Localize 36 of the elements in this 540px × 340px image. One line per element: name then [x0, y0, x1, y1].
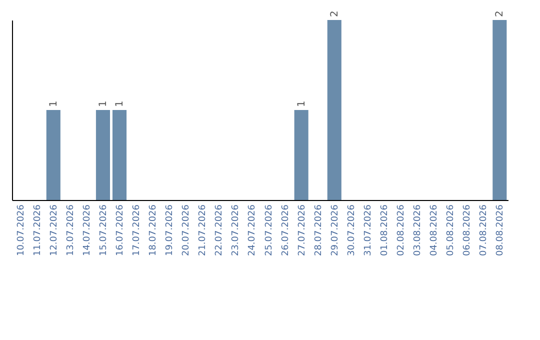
x-tick-label: 22.07.2026	[214, 204, 225, 256]
x-tick-label: 19.07.2026	[165, 204, 176, 256]
data-label: 1	[98, 100, 109, 107]
x-tick-label: 12.07.2026	[49, 204, 60, 256]
x-tick-label: 11.07.2026	[32, 204, 43, 256]
x-tick-label: 06.08.2026	[462, 204, 473, 256]
x-tick-label: 10.07.2026	[16, 204, 26, 256]
data-label: 2	[329, 10, 340, 17]
x-tick-label: 15.07.2026	[98, 204, 109, 256]
x-tick-label: 23.07.2026	[231, 204, 242, 256]
x-tick-label: 24.07.2026	[248, 204, 258, 256]
x-tick-label: 26.07.2026	[280, 204, 291, 256]
x-tick-label: 25.07.2026	[264, 204, 274, 256]
x-tick-label: 14.07.2026	[82, 204, 92, 256]
x-tick-label: 03.08.2026	[413, 204, 424, 256]
x-tick-label: 18.07.2026	[148, 204, 159, 256]
x-tick-label: 31.07.2026	[363, 204, 374, 256]
x-tick-label: 29.07.2026	[330, 204, 340, 256]
x-tick-label: 04.08.2026	[430, 204, 440, 256]
x-tick-label: 08.08.2026	[496, 204, 506, 256]
x-tick-label: 20.07.2026	[182, 204, 192, 256]
x-tick-label: 17.07.2026	[132, 204, 142, 256]
x-tick-label: 05.08.2026	[446, 204, 456, 256]
x-tick-label: 30.07.2026	[346, 204, 357, 256]
x-tick-label: 21.07.2026	[198, 204, 208, 256]
x-tick-label: 07.08.2026	[479, 204, 490, 256]
x-tick-label: 28.07.2026	[314, 204, 324, 256]
data-label: 1	[114, 100, 126, 107]
x-tick-label: 27.07.2026	[297, 204, 308, 256]
data-label: 1	[296, 100, 308, 107]
x-tick-label: 13.07.2026	[66, 204, 76, 256]
x-tick-label: 02.08.2026	[396, 204, 406, 256]
data-label: 1	[48, 100, 60, 107]
x-tick-label: 16.07.2026	[116, 204, 126, 256]
data-label: 2	[494, 10, 506, 17]
x-tick-label: 01.08.2026	[380, 204, 390, 256]
